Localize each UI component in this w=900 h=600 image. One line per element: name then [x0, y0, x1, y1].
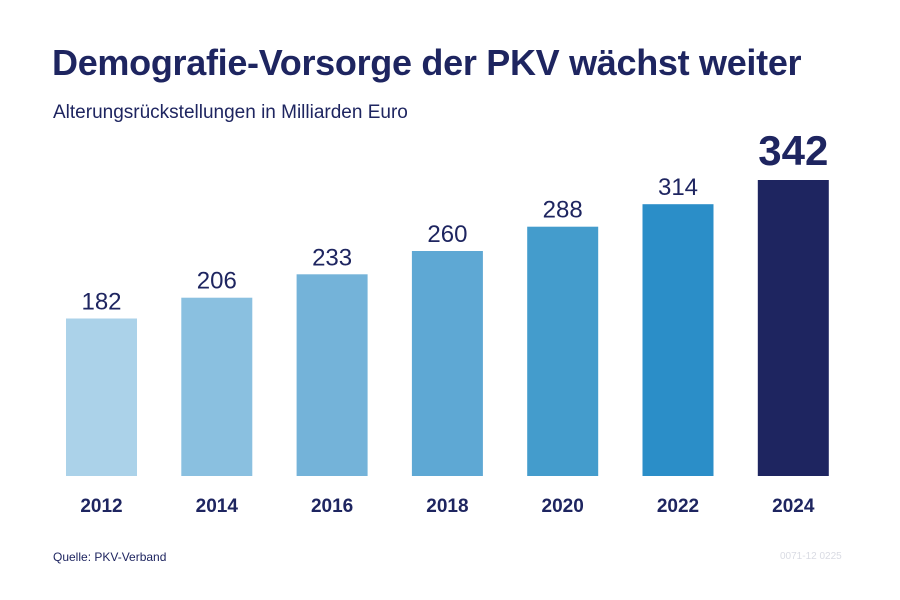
x-tick-label-2022: 2022 [657, 496, 699, 517]
bar-2018 [411, 251, 483, 476]
value-label-2022: 314 [658, 174, 698, 201]
graphic-code: 0071-12 0225 [780, 551, 842, 562]
bar-2022 [642, 204, 714, 476]
chart-title: Demografie-Vorsorge der PKV wächst weite… [52, 42, 802, 83]
x-tick-label-2018: 2018 [426, 496, 468, 517]
x-tick-label-2016: 2016 [311, 496, 353, 517]
value-label-2020: 288 [543, 197, 583, 224]
bar-2020 [527, 226, 599, 476]
bar-2024 [757, 180, 829, 476]
chart-subtitle: Alterungsrückstellungen in Milliarden Eu… [53, 102, 408, 123]
value-labels-group: 182 206 233 260 288 314 342 [81, 127, 828, 316]
bars-group [66, 180, 829, 476]
source-note: Quelle: PKV-Verband [53, 550, 167, 564]
bar-2014 [181, 297, 253, 476]
value-label-2012: 182 [81, 289, 121, 316]
value-label-2018: 260 [427, 221, 467, 248]
x-tick-label-2012: 2012 [80, 496, 122, 517]
value-label-2016: 233 [312, 244, 352, 271]
value-label-2014: 206 [197, 268, 237, 295]
bar-2016 [296, 274, 368, 476]
x-tick-label-2014: 2014 [196, 496, 239, 517]
bar-2012 [66, 318, 137, 476]
x-tick-label-2020: 2020 [542, 496, 584, 517]
value-label-2024: 342 [758, 127, 828, 174]
x-tick-label-2024: 2024 [772, 496, 815, 517]
x-axis-labels-group: 2012 2014 2016 2018 2020 2022 2024 [80, 496, 815, 517]
